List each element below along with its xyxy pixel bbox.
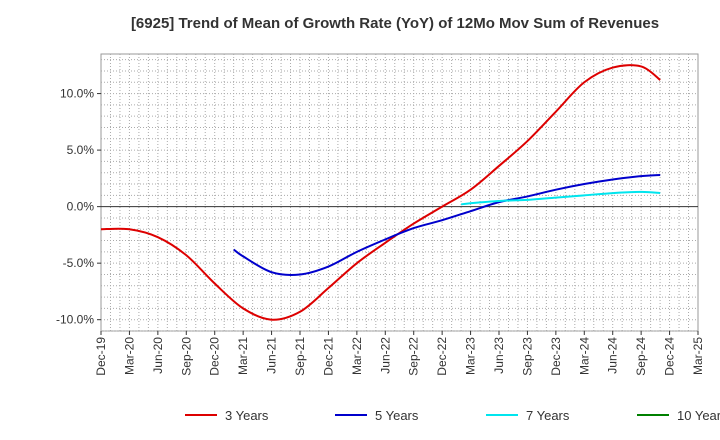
x-tick-label: Jun-22 bbox=[378, 337, 392, 374]
y-tick-label: 0.0% bbox=[67, 200, 95, 214]
x-tick-label: Mar-21 bbox=[236, 337, 250, 375]
y-tick-label: 5.0% bbox=[67, 143, 95, 157]
x-tick-label: Dec-23 bbox=[549, 337, 563, 376]
x-tick-label: Dec-20 bbox=[208, 337, 222, 376]
x-tick-label: Mar-23 bbox=[464, 337, 478, 375]
series-line-7-years bbox=[461, 190, 661, 206]
legend-label-3-years: 3 Years bbox=[225, 408, 269, 423]
x-tick-label: Dec-24 bbox=[663, 337, 677, 376]
x-tick-label: Jun-24 bbox=[606, 337, 620, 374]
x-tick-label: Dec-21 bbox=[321, 337, 335, 376]
x-tick-label: Mar-25 bbox=[691, 337, 705, 375]
x-tick-label: Mar-20 bbox=[122, 337, 136, 375]
x-tick-label: Sep-21 bbox=[293, 337, 307, 376]
x-tick-label: Sep-24 bbox=[634, 337, 648, 376]
x-tick-label: Jun-21 bbox=[265, 337, 279, 374]
y-tick-label: -10.0% bbox=[56, 313, 94, 327]
x-tick-label: Dec-19 bbox=[94, 337, 108, 376]
legend-label-7-years: 7 Years bbox=[526, 408, 570, 423]
x-tick-label: Jun-20 bbox=[151, 337, 165, 374]
x-tick-label: Jun-23 bbox=[492, 337, 506, 374]
chart-title: [6925] Trend of Mean of Growth Rate (YoY… bbox=[131, 15, 659, 32]
x-tick-label: Sep-23 bbox=[520, 337, 534, 376]
legend-label-5-years: 5 Years bbox=[375, 408, 419, 423]
series-lines bbox=[100, 64, 661, 321]
y-tick-label: -5.0% bbox=[63, 256, 95, 270]
y-tick-label: 10.0% bbox=[60, 87, 94, 101]
x-tick-label: Sep-22 bbox=[407, 337, 421, 376]
x-tick-label: Dec-22 bbox=[435, 337, 449, 376]
series-line-3-years bbox=[100, 64, 661, 321]
x-tick-label: Mar-22 bbox=[350, 337, 364, 375]
x-tick-label: Sep-20 bbox=[179, 337, 193, 376]
legend: 3 Years 5 Years 7 Years 10 Years bbox=[185, 408, 720, 423]
x-axis-ticks: Dec-19 Mar-20 Jun-20 Sep-20 Dec-20 Mar-21 Jun-… bbox=[94, 331, 705, 376]
y-axis-ticks: 10.0% 5.0% 0.0% -5.0% -10.0% bbox=[56, 87, 101, 327]
series-line-5-years bbox=[233, 173, 661, 276]
legend-label-10-years: 10 Years bbox=[677, 408, 720, 423]
x-tick-label: Mar-24 bbox=[577, 337, 591, 375]
plot-area bbox=[100, 53, 699, 332]
